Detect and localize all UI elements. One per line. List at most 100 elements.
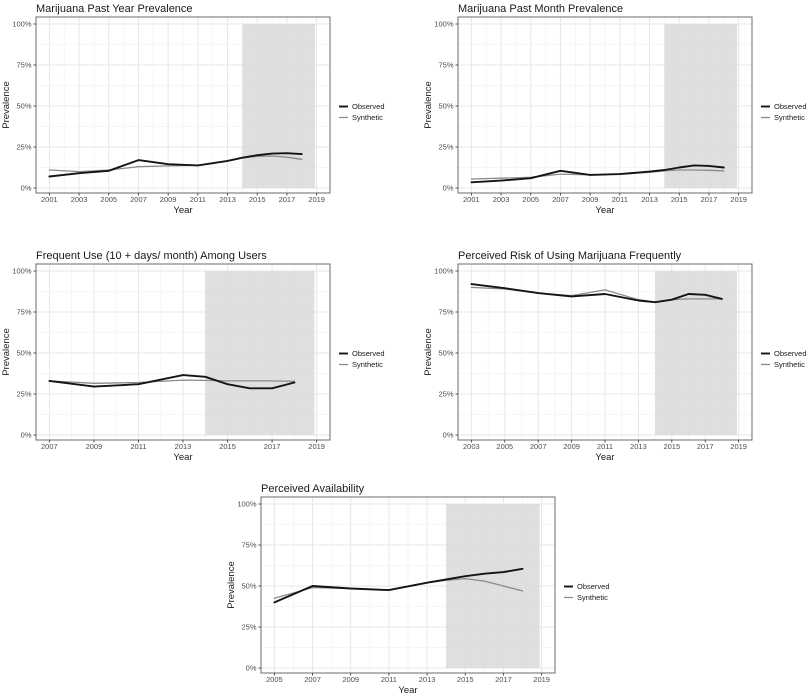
x-tick-label: 2009 xyxy=(582,195,599,204)
series-line-observed xyxy=(470,164,725,184)
shaded-projection-region xyxy=(242,24,316,188)
x-tick-label: 2019 xyxy=(730,442,747,451)
chart-canvas: 2007 2009 2011 2013 2015 2017 2019 0% 25% 50% 75% 1… xyxy=(1,250,385,463)
panel-border xyxy=(260,496,556,674)
shaded-projection-region xyxy=(655,271,737,435)
y-tick-label: 75% xyxy=(438,61,453,70)
x-tick-label: 2005 xyxy=(496,442,513,451)
y-tick-label: 50% xyxy=(438,349,453,358)
chart-title: Frequent Use (10 + days/ month) Among Us… xyxy=(36,250,267,262)
chart-title: Perceived Risk of Using Marijuana Freque… xyxy=(458,250,682,262)
x-tick-label: 2009 xyxy=(160,195,177,204)
x-tick-label: 2011 xyxy=(597,442,613,451)
x-tick-label: 2001 xyxy=(463,195,480,204)
x-tick-label: 2011 xyxy=(612,195,628,204)
y-tick-label: 25% xyxy=(438,390,453,399)
y-tick-label: 0% xyxy=(21,431,32,440)
panel-border xyxy=(35,16,331,194)
chart-2: 2001 2003 2005 2007 2009 2011 2013 2015 2017 2019… xyxy=(422,0,809,218)
y-axis-label: Prevalence xyxy=(1,81,12,129)
chart-5: 2005 2007 2009 2011 2013 2015 2017 2019 0% 25% 50%… xyxy=(225,480,630,697)
x-tick-label: 2007 xyxy=(552,195,569,204)
y-tick-label: 100% xyxy=(434,267,454,276)
y-tick-label: 100% xyxy=(434,20,454,29)
y-tick-label: 25% xyxy=(438,143,453,152)
chart-canvas: 2005 2007 2009 2011 2013 2015 2017 2019 0% 25% 50%… xyxy=(226,483,610,696)
y-tick-label: 0% xyxy=(21,184,32,193)
x-tick-label: 2019 xyxy=(533,675,550,684)
chart-1: 2001 2003 2005 2007 2009 2011 2013 2015 2017 2019… xyxy=(0,0,405,218)
shaded-projection-region xyxy=(664,24,738,188)
x-axis-label: Year xyxy=(595,452,614,463)
x-tick-label: 2011 xyxy=(130,442,146,451)
x-tick-label: 2005 xyxy=(266,675,283,684)
x-tick-label: 2009 xyxy=(342,675,359,684)
y-axis-label: Prevalence xyxy=(423,81,434,129)
y-tick-label: 0% xyxy=(443,184,454,193)
y-tick-label: 25% xyxy=(16,143,31,152)
series-line-observed xyxy=(470,283,723,304)
series-line-observed xyxy=(48,374,296,390)
y-tick-label: 0% xyxy=(246,664,257,673)
x-tick-label: 2013 xyxy=(641,195,658,204)
x-tick-label: 2007 xyxy=(41,442,58,451)
y-tick-label: 50% xyxy=(438,102,453,111)
y-tick-label: 100% xyxy=(12,20,32,29)
x-tick-label: 2007 xyxy=(304,675,321,684)
legend-label: Observed xyxy=(352,349,385,358)
x-tick-label: 2007 xyxy=(130,195,147,204)
shaded-projection-region xyxy=(446,504,540,668)
x-tick-label: 2013 xyxy=(219,195,236,204)
x-tick-label: 2003 xyxy=(71,195,88,204)
x-tick-label: 2003 xyxy=(493,195,510,204)
y-tick-label: 50% xyxy=(16,102,31,111)
chart-3: 2007 2009 2011 2013 2015 2017 2019 0% 25% 50% 75% 1… xyxy=(0,247,405,465)
x-axis-label: Year xyxy=(398,685,417,696)
legend-label: Observed xyxy=(774,349,807,358)
series-line-observed xyxy=(273,567,524,604)
y-tick-label: 100% xyxy=(12,267,32,276)
x-tick-label: 2019 xyxy=(308,442,325,451)
x-tick-label: 2013 xyxy=(419,675,436,684)
x-tick-label: 2015 xyxy=(671,195,688,204)
y-axis-label: Prevalence xyxy=(226,561,237,609)
legend-label: Observed xyxy=(577,582,610,591)
chart-4: 2003 2005 2007 2009 2011 2013 2015 2017 2019 0% 25… xyxy=(422,247,809,465)
x-axis-label: Year xyxy=(595,205,614,216)
x-axis-label: Year xyxy=(173,452,192,463)
x-tick-label: 2017 xyxy=(697,442,714,451)
x-tick-label: 2005 xyxy=(100,195,117,204)
x-tick-label: 2013 xyxy=(175,442,192,451)
x-tick-label: 2003 xyxy=(463,442,480,451)
legend-label: Synthetic xyxy=(577,593,608,602)
chart-title: Marijuana Past Year Prevalence xyxy=(36,3,193,15)
x-tick-label: 2017 xyxy=(279,195,296,204)
x-tick-label: 2015 xyxy=(249,195,266,204)
y-tick-label: 50% xyxy=(241,582,256,591)
chart-canvas: 2001 2003 2005 2007 2009 2011 2013 2015 2017 2019… xyxy=(1,3,385,216)
x-tick-label: 2011 xyxy=(381,675,397,684)
legend-label: Synthetic xyxy=(352,360,383,369)
x-tick-label: 2011 xyxy=(190,195,206,204)
y-tick-label: 75% xyxy=(16,61,31,70)
legend-label: Observed xyxy=(774,102,807,111)
y-tick-label: 75% xyxy=(438,308,453,317)
x-axis-label: Year xyxy=(173,205,192,216)
x-tick-label: 2019 xyxy=(730,195,747,204)
x-tick-label: 2009 xyxy=(86,442,103,451)
y-tick-label: 25% xyxy=(241,623,256,632)
y-tick-label: 100% xyxy=(237,500,257,509)
x-tick-label: 2013 xyxy=(630,442,647,451)
x-tick-label: 2009 xyxy=(563,442,580,451)
legend-label: Observed xyxy=(352,102,385,111)
x-tick-label: 2015 xyxy=(457,675,474,684)
y-tick-label: 75% xyxy=(241,541,256,550)
x-tick-label: 2017 xyxy=(701,195,718,204)
chart-title: Marijuana Past Month Prevalence xyxy=(458,3,623,15)
chart-title: Perceived Availability xyxy=(261,483,365,495)
x-tick-label: 2007 xyxy=(530,442,547,451)
x-tick-label: 2017 xyxy=(495,675,512,684)
y-axis-label: Prevalence xyxy=(1,328,12,376)
x-tick-label: 2005 xyxy=(522,195,539,204)
